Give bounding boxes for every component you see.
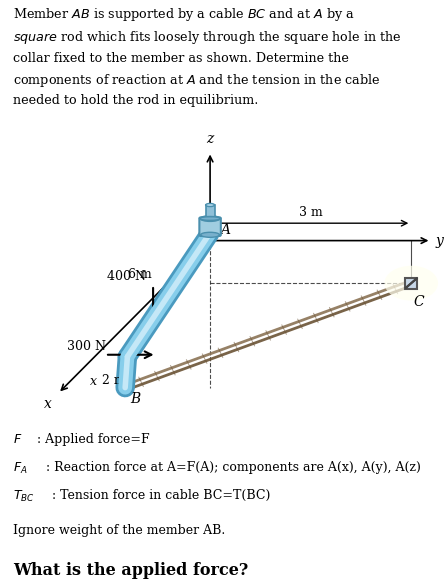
Text: 6 m: 6 m: [128, 268, 152, 281]
Text: x: x: [90, 376, 97, 388]
Text: $F$: $F$: [13, 433, 23, 446]
Text: z: z: [207, 132, 214, 146]
Text: : Reaction force at A=F(A); components are A(x), A(y), A(z): : Reaction force at A=F(A); components a…: [46, 461, 421, 474]
FancyBboxPatch shape: [199, 217, 221, 236]
Text: y: y: [436, 234, 444, 248]
Text: $T_{BC}$: $T_{BC}$: [13, 489, 35, 505]
Ellipse shape: [200, 217, 221, 221]
Ellipse shape: [206, 203, 215, 207]
Text: 3 m: 3 m: [299, 206, 323, 218]
Text: A: A: [220, 223, 230, 237]
Text: 300 N: 300 N: [67, 340, 106, 353]
Text: : Tension force in cable BC=T(BC): : Tension force in cable BC=T(BC): [52, 489, 271, 502]
Text: 2 m: 2 m: [102, 374, 126, 387]
Text: Ignore weight of the member AB.: Ignore weight of the member AB.: [13, 524, 226, 537]
Ellipse shape: [201, 216, 219, 221]
Text: Member $AB$ is supported by a cable $BC$ and at $A$ by a
$\it{square}$ rod which: Member $AB$ is supported by a cable $BC$…: [13, 6, 402, 107]
Text: $F_A$: $F_A$: [13, 461, 28, 476]
Text: 400 N: 400 N: [107, 270, 147, 283]
Text: x: x: [43, 397, 51, 411]
Text: What is the applied force?: What is the applied force?: [13, 562, 249, 579]
Text: : Applied force=F: : Applied force=F: [37, 433, 150, 446]
Bar: [206, 205, 215, 218]
Ellipse shape: [384, 266, 438, 301]
Text: B: B: [131, 392, 141, 406]
Ellipse shape: [201, 232, 219, 237]
Bar: [405, 278, 417, 288]
Text: C: C: [413, 295, 424, 309]
